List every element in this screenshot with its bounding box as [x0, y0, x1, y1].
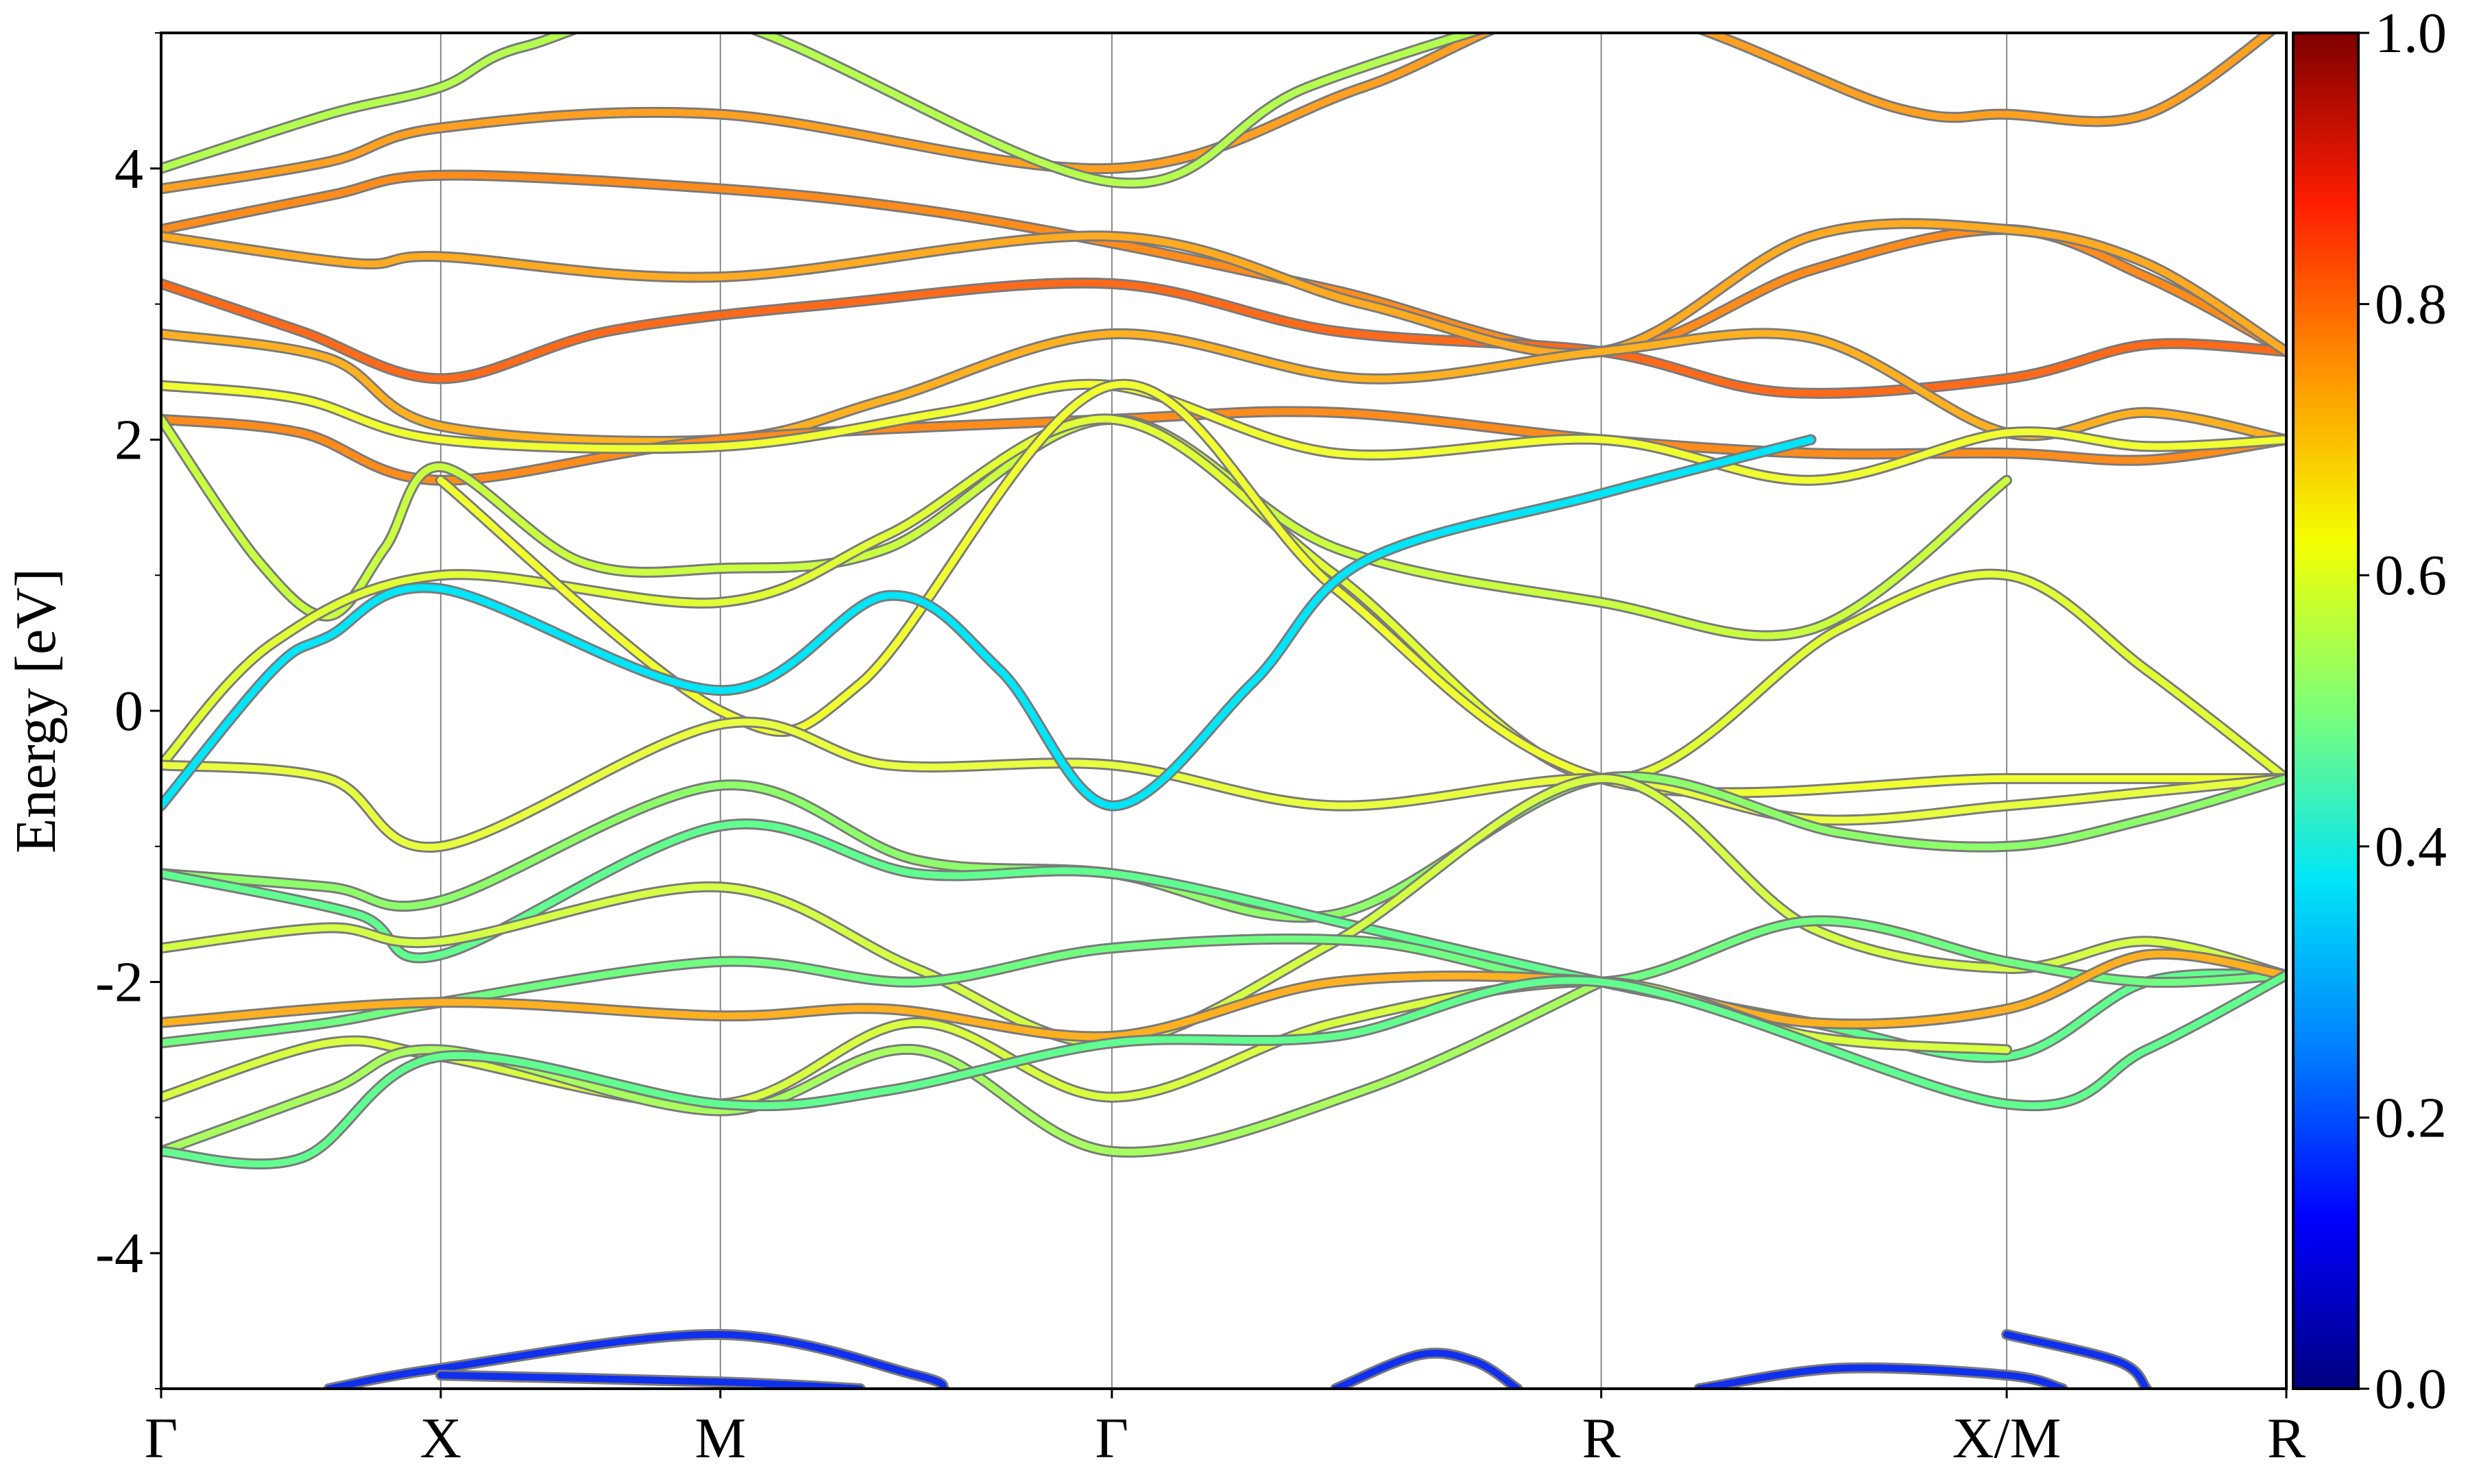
band-outline: [161, 277, 2286, 399]
x-tick-label: Γ: [145, 1407, 178, 1470]
x-tick-label: X: [420, 1407, 462, 1470]
band-line: [161, 415, 2286, 783]
y-tick-label: 4: [114, 137, 143, 201]
x-tick-label: X/M: [1952, 1407, 2061, 1470]
colorbar-tick-label: 0.4: [2375, 815, 2447, 879]
band-outline: [161, 218, 2286, 359]
band-line: [161, 380, 2286, 484]
colorbar-tick-label: 0.8: [2375, 273, 2447, 337]
colorbar-gradient: [2292, 32, 2360, 1390]
band-line: [1332, 1350, 1521, 1389]
bands: [161, 33, 2286, 1389]
kpath-gridlines: [439, 33, 2008, 1389]
band-line: [161, 775, 2286, 1047]
band-line: [161, 279, 2286, 397]
x-tick-label: Γ: [1096, 1407, 1129, 1470]
x-tick-label: R: [2267, 1407, 2306, 1470]
colorbar-tick-label: 1.0: [2375, 1, 2447, 65]
y-tick-label: -4: [95, 1221, 143, 1285]
band-line: [437, 1372, 864, 1389]
y-tick-label: -2: [95, 951, 143, 1014]
band-line: [161, 971, 2286, 1168]
x-tick-label: M: [694, 1407, 746, 1470]
colorbar-tick-label: 0.2: [2375, 1086, 2447, 1150]
y-axis: -4 -2 0 2 4: [95, 32, 161, 1389]
band-line: [161, 33, 1481, 187]
band-line: [161, 436, 1815, 810]
y-axis-label: Energy [eV]: [4, 568, 68, 853]
y-tick-label: 0: [114, 679, 143, 743]
band-line: [2003, 1330, 2151, 1389]
colorbar-tick-label: 0.0: [2375, 1357, 2447, 1421]
colorbar: 0.0 0.2 0.4 0.6 0.8 1.0: [2292, 1, 2447, 1421]
band-line: [161, 408, 2286, 484]
band-outline: [161, 33, 1488, 189]
y-tick-label: 2: [114, 408, 143, 472]
band-line: [1695, 1364, 2066, 1389]
band-line: [161, 978, 1605, 1156]
x-tick-label: R: [1582, 1407, 1621, 1470]
band-line: [161, 773, 2286, 921]
band-line: [325, 1330, 948, 1389]
band-line: [161, 950, 2286, 1041]
colorbar-ticks: 0.0 0.2 0.4 0.6 0.8 1.0: [2358, 1, 2447, 1421]
band-line: [161, 33, 2274, 193]
colorbar-tick-label: 0.6: [2375, 544, 2447, 607]
x-axis: Γ X M Γ R X/M R: [145, 1389, 2306, 1470]
band-line: [161, 718, 2286, 851]
band-line: [161, 220, 2286, 357]
band-line: [161, 820, 2286, 1061]
